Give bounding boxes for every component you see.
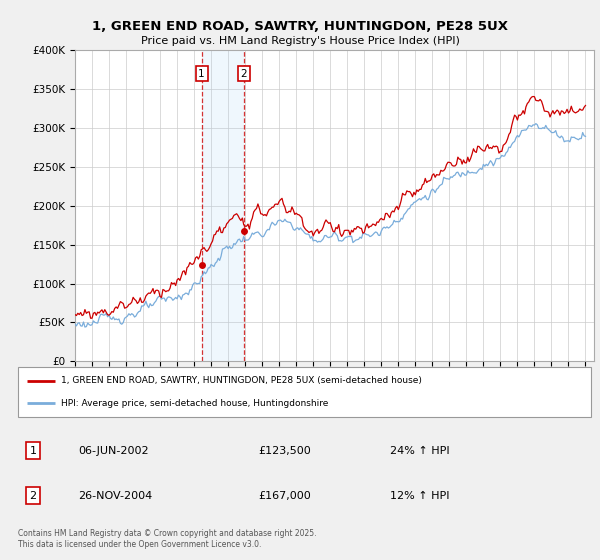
Text: £123,500: £123,500 bbox=[258, 446, 311, 456]
FancyBboxPatch shape bbox=[18, 367, 591, 417]
Text: 1: 1 bbox=[198, 69, 205, 79]
Text: HPI: Average price, semi-detached house, Huntingdonshire: HPI: Average price, semi-detached house,… bbox=[61, 399, 328, 408]
Text: 12% ↑ HPI: 12% ↑ HPI bbox=[390, 491, 449, 501]
Bar bbox=[202, 50, 244, 361]
Text: 2: 2 bbox=[29, 491, 37, 501]
Text: Contains HM Land Registry data © Crown copyright and database right 2025.
This d: Contains HM Land Registry data © Crown c… bbox=[18, 529, 317, 549]
Text: 1: 1 bbox=[29, 446, 37, 456]
Text: 24% ↑ HPI: 24% ↑ HPI bbox=[390, 446, 449, 456]
Text: 1, GREEN END ROAD, SAWTRY, HUNTINGDON, PE28 5UX (semi-detached house): 1, GREEN END ROAD, SAWTRY, HUNTINGDON, P… bbox=[61, 376, 422, 385]
Text: 06-JUN-2002: 06-JUN-2002 bbox=[78, 446, 149, 456]
Text: 26-NOV-2004: 26-NOV-2004 bbox=[78, 491, 152, 501]
Text: £167,000: £167,000 bbox=[258, 491, 311, 501]
Text: 2: 2 bbox=[241, 69, 247, 79]
Text: 1, GREEN END ROAD, SAWTRY, HUNTINGDON, PE28 5UX: 1, GREEN END ROAD, SAWTRY, HUNTINGDON, P… bbox=[92, 20, 508, 32]
Text: Price paid vs. HM Land Registry's House Price Index (HPI): Price paid vs. HM Land Registry's House … bbox=[140, 36, 460, 46]
